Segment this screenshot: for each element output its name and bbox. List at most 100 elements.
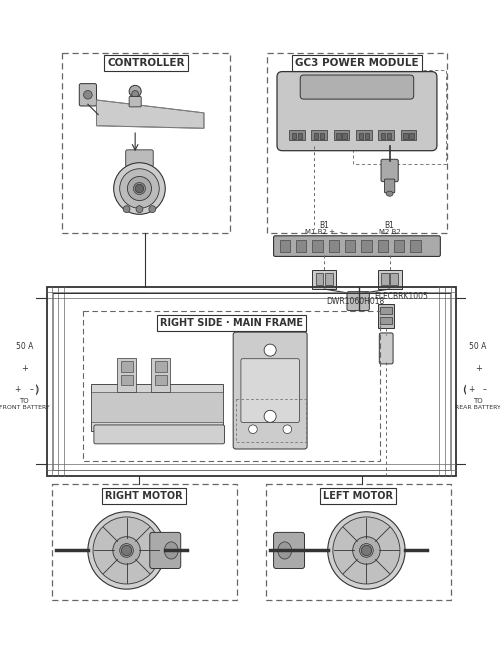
Text: –: – [483, 385, 487, 394]
Text: TO: TO [20, 398, 29, 404]
FancyBboxPatch shape [384, 179, 395, 193]
FancyBboxPatch shape [347, 292, 370, 311]
Circle shape [136, 206, 143, 213]
Text: TO: TO [474, 398, 483, 404]
Text: FRONT BATTERY: FRONT BATTERY [0, 406, 50, 410]
Ellipse shape [88, 512, 165, 589]
Text: RIGHT SIDE · MAIN FRAME: RIGHT SIDE · MAIN FRAME [160, 317, 303, 328]
Ellipse shape [120, 543, 134, 557]
Bar [325, 273, 333, 285]
Bar [380, 307, 392, 314]
Ellipse shape [278, 542, 291, 559]
Bar [152, 358, 171, 392]
Polygon shape [96, 100, 204, 129]
Circle shape [248, 425, 257, 434]
Circle shape [24, 383, 38, 396]
Bar [390, 273, 398, 285]
Ellipse shape [128, 176, 152, 200]
FancyBboxPatch shape [94, 425, 224, 444]
Bar [334, 130, 349, 140]
FancyBboxPatch shape [129, 97, 141, 107]
Bar [312, 270, 336, 289]
Bar [320, 133, 324, 138]
Text: CONTROLLER: CONTROLLER [107, 58, 184, 68]
Bar [120, 375, 132, 385]
Ellipse shape [134, 182, 145, 195]
Bar [410, 133, 414, 138]
Ellipse shape [164, 542, 178, 559]
Text: M2 B2: M2 B2 [379, 229, 400, 235]
Text: REAR BATTERY: REAR BATTERY [455, 406, 500, 410]
Text: B1: B1 [320, 221, 329, 230]
Circle shape [123, 206, 130, 213]
Bar [312, 240, 322, 252]
Bar [342, 133, 346, 138]
FancyBboxPatch shape [471, 352, 486, 374]
Bar [356, 130, 372, 140]
Circle shape [149, 206, 156, 213]
Ellipse shape [113, 537, 140, 564]
Circle shape [122, 545, 132, 556]
Bar [381, 133, 386, 138]
Bar [120, 361, 132, 372]
Bar [358, 133, 363, 138]
Bar [92, 392, 223, 422]
Text: +: + [474, 364, 482, 373]
Ellipse shape [352, 537, 380, 564]
Bar [155, 361, 167, 372]
Ellipse shape [360, 543, 374, 557]
FancyBboxPatch shape [150, 532, 180, 569]
Text: +: + [21, 364, 28, 373]
Circle shape [283, 425, 292, 434]
Circle shape [84, 91, 92, 99]
Text: GC3 POWER MODULE: GC3 POWER MODULE [295, 58, 419, 68]
Bar [312, 130, 327, 140]
Bar [316, 273, 324, 285]
Circle shape [129, 86, 141, 97]
Bar [380, 317, 392, 325]
Text: B1: B1 [384, 221, 394, 230]
Text: +: + [14, 385, 20, 394]
Bar [362, 240, 372, 252]
Ellipse shape [328, 512, 405, 589]
FancyBboxPatch shape [241, 358, 300, 422]
Bar [345, 240, 355, 252]
FancyBboxPatch shape [277, 72, 437, 151]
Ellipse shape [120, 168, 159, 208]
Circle shape [362, 545, 372, 556]
Text: –: – [29, 385, 33, 394]
Bar [336, 133, 340, 138]
Text: 50 A: 50 A [470, 342, 487, 351]
Bar [404, 133, 407, 138]
FancyBboxPatch shape [126, 150, 153, 167]
Bar [328, 240, 339, 252]
Bar [378, 130, 394, 140]
FancyBboxPatch shape [381, 159, 398, 182]
Circle shape [10, 383, 24, 396]
Bar [298, 133, 302, 138]
Text: DWR1060H018: DWR1060H018 [326, 296, 384, 306]
Bar [117, 358, 136, 392]
Text: LEFT MOTOR: LEFT MOTOR [324, 491, 394, 502]
Text: RIGHT MOTOR: RIGHT MOTOR [106, 491, 183, 502]
Text: 50 A: 50 A [16, 342, 33, 351]
Bar [296, 240, 306, 252]
Ellipse shape [333, 517, 400, 584]
Circle shape [464, 383, 478, 396]
FancyBboxPatch shape [80, 84, 96, 106]
FancyBboxPatch shape [300, 75, 414, 99]
Text: M1 B2 +  –: M1 B2 + – [306, 229, 344, 235]
Bar [314, 133, 318, 138]
Bar [155, 375, 167, 385]
Text: +: + [468, 385, 474, 394]
Bar [378, 240, 388, 252]
Ellipse shape [93, 517, 160, 584]
Bar [364, 133, 369, 138]
Ellipse shape [386, 191, 393, 197]
FancyBboxPatch shape [380, 333, 393, 364]
Text: ELECBRK1005: ELECBRK1005 [374, 293, 428, 301]
Bar [378, 270, 402, 289]
FancyBboxPatch shape [233, 332, 307, 449]
Circle shape [264, 344, 276, 356]
Circle shape [478, 383, 492, 396]
